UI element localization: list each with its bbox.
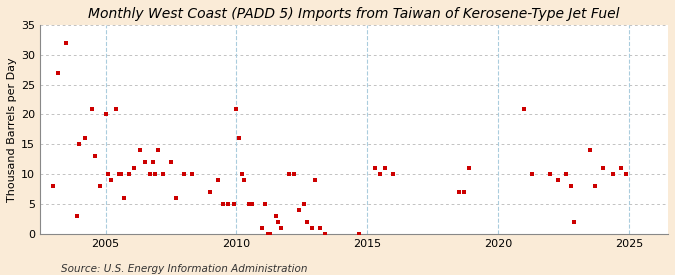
Point xyxy=(147,160,158,164)
Point xyxy=(608,172,618,177)
Point xyxy=(223,202,234,206)
Point xyxy=(380,166,391,170)
Point xyxy=(553,178,564,182)
Point xyxy=(244,202,255,206)
Point xyxy=(90,154,101,158)
Point xyxy=(213,178,223,182)
Point xyxy=(370,166,381,170)
Point xyxy=(150,172,161,177)
Point xyxy=(568,220,579,224)
Point xyxy=(589,184,600,188)
Point xyxy=(375,172,385,177)
Point xyxy=(263,232,273,236)
Point xyxy=(179,172,190,177)
Point xyxy=(454,190,464,194)
Point xyxy=(566,184,576,188)
Point xyxy=(294,208,304,212)
Point xyxy=(218,202,229,206)
Point xyxy=(144,172,155,177)
Point xyxy=(186,172,197,177)
Title: Monthly West Coast (PADD 5) Imports from Taiwan of Kerosene-Type Jet Fuel: Monthly West Coast (PADD 5) Imports from… xyxy=(88,7,620,21)
Y-axis label: Thousand Barrels per Day: Thousand Barrels per Day xyxy=(7,57,17,202)
Point xyxy=(113,172,124,177)
Point xyxy=(234,136,244,141)
Point xyxy=(171,196,182,200)
Point xyxy=(205,190,215,194)
Point xyxy=(95,184,106,188)
Point xyxy=(616,166,626,170)
Point xyxy=(464,166,475,170)
Point xyxy=(597,166,608,170)
Point xyxy=(153,148,163,153)
Point xyxy=(124,172,134,177)
Point xyxy=(299,202,310,206)
Point xyxy=(116,172,127,177)
Point xyxy=(584,148,595,153)
Point xyxy=(273,220,284,224)
Point xyxy=(307,226,318,230)
Point xyxy=(260,202,271,206)
Point xyxy=(129,166,140,170)
Point xyxy=(228,202,239,206)
Point xyxy=(105,178,116,182)
Point xyxy=(165,160,176,164)
Point xyxy=(265,232,276,236)
Point xyxy=(61,41,72,45)
Point xyxy=(257,226,268,230)
Point xyxy=(288,172,299,177)
Point xyxy=(118,196,129,200)
Point xyxy=(103,172,113,177)
Point xyxy=(561,172,572,177)
Point xyxy=(275,226,286,230)
Point xyxy=(458,190,469,194)
Point xyxy=(236,172,247,177)
Point xyxy=(621,172,632,177)
Point xyxy=(139,160,150,164)
Point xyxy=(72,214,82,218)
Point xyxy=(74,142,85,147)
Point xyxy=(134,148,145,153)
Point xyxy=(158,172,169,177)
Point xyxy=(87,106,98,111)
Point xyxy=(79,136,90,141)
Point xyxy=(302,220,313,224)
Point xyxy=(545,172,556,177)
Text: Source: U.S. Energy Information Administration: Source: U.S. Energy Information Administ… xyxy=(61,264,307,274)
Point xyxy=(231,106,242,111)
Point xyxy=(388,172,399,177)
Point xyxy=(519,106,530,111)
Point xyxy=(111,106,122,111)
Point xyxy=(284,172,294,177)
Point xyxy=(526,172,537,177)
Point xyxy=(53,70,64,75)
Point xyxy=(354,232,364,236)
Point xyxy=(320,232,331,236)
Point xyxy=(270,214,281,218)
Point xyxy=(48,184,59,188)
Point xyxy=(100,112,111,117)
Point xyxy=(309,178,320,182)
Point xyxy=(315,226,325,230)
Point xyxy=(239,178,250,182)
Point xyxy=(246,202,257,206)
